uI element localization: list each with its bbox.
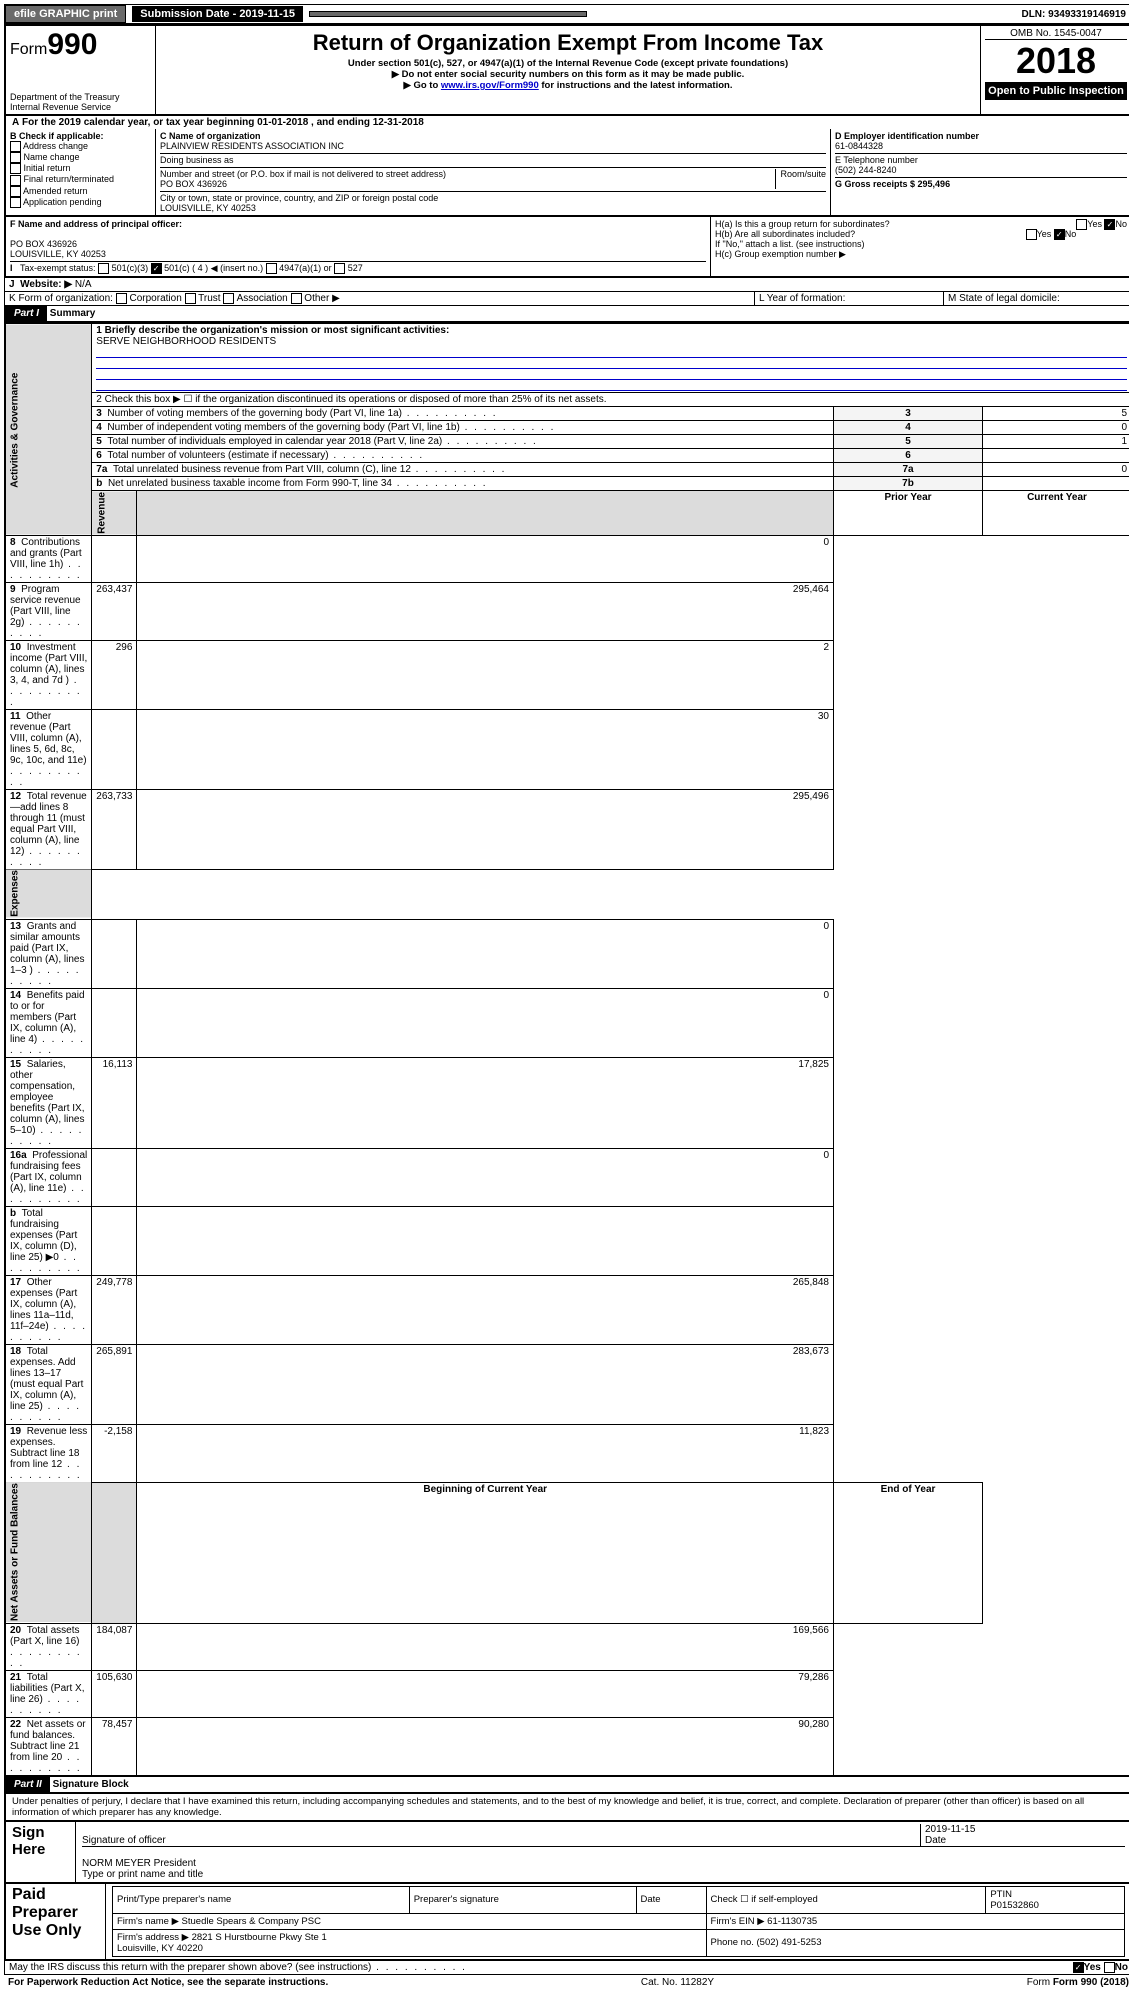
- org-name: PLAINVIEW RESIDENTS ASSOCIATION INC: [160, 141, 826, 151]
- declaration: Under penalties of perjury, I declare th…: [4, 1794, 1129, 1822]
- side-net: Net Assets or Fund Balances: [5, 1482, 92, 1623]
- gross-receipts: G Gross receipts $ 295,496: [835, 179, 950, 189]
- block-b: B Check if applicable: Address change Na…: [4, 129, 1129, 217]
- subtitle-3: ▶ Go to www.irs.gov/Form990 for instruct…: [160, 80, 976, 91]
- part1-header: Part I: [6, 306, 47, 321]
- omb-number: OMB No. 1545-0047: [985, 28, 1127, 40]
- side-governance: Activities & Governance: [5, 324, 92, 536]
- subtitle-1: Under section 501(c), 527, or 4947(a)(1)…: [160, 58, 976, 69]
- phone: (502) 244-8240: [835, 165, 897, 175]
- form-title: Return of Organization Exempt From Incom…: [160, 30, 976, 56]
- org-name-label: C Name of organization: [160, 131, 826, 141]
- form-number: Form990: [10, 28, 151, 62]
- subtitle-2: ▶ Do not enter social security numbers o…: [160, 69, 976, 80]
- paid-preparer: Paid Preparer Use Only Print/Type prepar…: [4, 1884, 1129, 1961]
- period-line: A For the 2019 calendar year, or tax yea…: [4, 116, 1129, 129]
- tax-year: 2018: [985, 40, 1127, 82]
- dln: DLN: 93493319146919: [1015, 7, 1129, 22]
- footer: For Paperwork Reduction Act Notice, see …: [4, 1975, 1129, 1990]
- summary-table: Activities & Governance 1 Briefly descri…: [4, 323, 1129, 1776]
- irs-link[interactable]: www.irs.gov/Form990: [441, 80, 539, 91]
- open-inspection: Open to Public Inspection: [985, 82, 1127, 100]
- ein: 61-0844328: [835, 141, 883, 151]
- side-revenue: Revenue: [92, 491, 137, 536]
- signature-block: Sign Here Signature of officer2019-11-15…: [4, 1822, 1129, 1884]
- dept-treasury: Department of the Treasury Internal Reve…: [10, 92, 151, 112]
- side-expenses: Expenses: [5, 869, 92, 919]
- part2-header: Part II: [6, 1777, 50, 1792]
- efile-button[interactable]: efile GRAPHIC print: [5, 5, 126, 23]
- block-fh: F Name and address of principal officer:…: [4, 217, 1129, 278]
- dba: Doing business as: [160, 153, 826, 165]
- blank-bar: [309, 11, 587, 17]
- ein-label: D Employer identification number: [835, 131, 979, 141]
- form-header: Form990 Department of the Treasury Inter…: [4, 24, 1129, 116]
- submission-date: Submission Date - 2019-11-15: [132, 6, 303, 22]
- check-applicable: B Check if applicable: Address change Na…: [6, 129, 156, 215]
- topbar: efile GRAPHIC print Submission Date - 20…: [4, 4, 1129, 24]
- irs-discuss: May the IRS discuss this return with the…: [5, 1961, 1069, 1974]
